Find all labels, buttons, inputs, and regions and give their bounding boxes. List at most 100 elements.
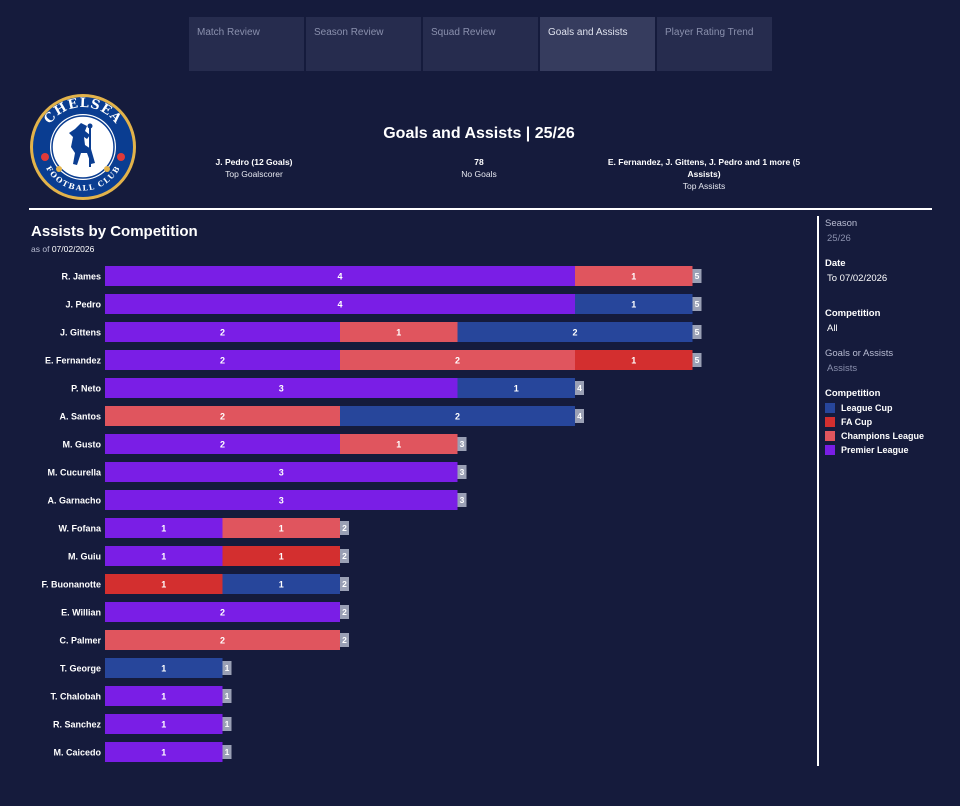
player-label: F. Buonanotte <box>42 580 102 590</box>
date-filter-value[interactable]: To 07/02/2026 <box>827 273 888 284</box>
segment-value-label: 1 <box>279 524 284 534</box>
bar-row-m-cucurella: M. Cucurella 3 3 <box>47 462 467 482</box>
legend-item-champions-league[interactable]: Champions League <box>825 431 950 441</box>
chelsea-crest-logo: CHELSEA FOOTBALL CLUB <box>30 94 136 200</box>
goals-or-assists-value[interactable]: Assists <box>827 363 858 374</box>
segment-value-label: 2 <box>220 356 225 366</box>
bar-segment-premier-league <box>105 266 575 286</box>
bar-segment-premier-league <box>105 490 458 510</box>
player-label: R. Sanchez <box>53 720 102 730</box>
player-label: M. Caicedo <box>53 748 101 758</box>
legend-item-fa-cup[interactable]: FA Cup <box>825 417 950 427</box>
goals-or-assists-filter[interactable]: Goals or Assists Assists <box>825 348 950 374</box>
total-badge <box>222 661 232 675</box>
tab-goals-and-assists[interactable]: Goals and Assists <box>540 17 655 71</box>
bar-segment-premier-league <box>105 602 340 622</box>
kpi-top-goalscorer: J. Pedro (12 Goals) Top Goalscorer <box>200 156 308 180</box>
bar-segment-league-cup <box>105 658 223 678</box>
bar-segment-premier-league <box>105 434 340 454</box>
bar-row-m-caicedo: M. Caicedo 1 1 <box>53 742 232 762</box>
player-label: E. Willian <box>61 608 101 618</box>
kpi-label: Top Assists <box>682 181 726 191</box>
bar-segment-champions-league <box>575 266 693 286</box>
bar-segment-champions-league <box>340 434 458 454</box>
segment-value-label: 4 <box>337 272 342 282</box>
as-of-value: 07/02/2026 <box>51 244 95 254</box>
bar-segment-league-cup <box>222 574 340 594</box>
bar-row-m-guiu: M. Guiu 1 1 2 <box>68 546 349 566</box>
total-badge <box>340 633 349 647</box>
kpi-value: J. Pedro (12 Goals) <box>215 157 293 167</box>
segment-value-label: 1 <box>279 552 284 562</box>
kpi-label: No Goals <box>461 169 497 179</box>
segment-value-label: 1 <box>161 748 166 758</box>
page-title: Goals and Assists | 25/26 <box>383 125 575 142</box>
segment-value-label: 2 <box>220 412 225 422</box>
legend-label: Champions League <box>841 431 925 441</box>
total-value-label: 1 <box>225 691 230 701</box>
as-of-date: as of 07/02/2026 <box>31 244 94 254</box>
season-filter-value[interactable]: 25/26 <box>827 233 851 244</box>
kpi-value: E. Fernandez, J. Gittens, J. Pedro and 1… <box>607 157 801 179</box>
kpi-value: 78 <box>474 157 484 167</box>
total-badge <box>222 689 232 703</box>
legend-swatch <box>825 403 835 413</box>
total-badge <box>222 717 232 731</box>
player-label: M. Cucurella <box>47 468 102 478</box>
season-filter[interactable]: Season 25/26 <box>825 218 950 244</box>
bar-row-j-gittens: J. Gittens 2 1 2 5 <box>60 322 702 342</box>
assists-bar-chart: R. James 4 1 5J. Pedro 4 1 5J. Gittens 2 1 2 5E. F… <box>42 266 702 762</box>
bar-segment-premier-league <box>105 546 223 566</box>
tab-player-rating-trend[interactable]: Player Rating Trend <box>657 17 772 71</box>
bar-row-e-willian: E. Willian 2 2 <box>61 602 349 622</box>
tab-squad-review[interactable]: Squad Review <box>423 17 538 71</box>
segment-value-label: 2 <box>455 412 460 422</box>
tab-match-review[interactable]: Match Review <box>189 17 304 71</box>
date-filter[interactable]: Date To 07/02/2026 <box>825 258 950 284</box>
bar-row-c-palmer: C. Palmer 2 2 <box>59 630 349 650</box>
total-value-label: 5 <box>695 355 700 365</box>
sidebar-divider <box>817 216 819 766</box>
competition-filter-title: Competition <box>825 308 881 319</box>
bar-segment-premier-league <box>105 322 340 342</box>
competition-legend: Competition League Cup FA Cup Champions … <box>825 388 950 455</box>
as-of-prefix: as of <box>31 244 50 254</box>
total-value-label: 3 <box>460 467 465 477</box>
total-value-label: 5 <box>695 299 700 309</box>
competition-filter[interactable]: Competition All <box>825 308 950 334</box>
legend-item-premier-league[interactable]: Premier League <box>825 445 950 455</box>
bar-segment-champions-league <box>340 350 575 370</box>
bar-segment-premier-league <box>105 686 223 706</box>
legend-label: Premier League <box>841 445 909 455</box>
segment-value-label: 2 <box>220 636 225 646</box>
season-filter-title: Season <box>825 218 858 229</box>
total-badge <box>692 269 702 283</box>
total-value-label: 2 <box>342 523 347 533</box>
nav-tabs: Match Review Season Review Squad Review … <box>189 17 772 71</box>
kpi-no-goals: 78 No Goals <box>440 156 518 180</box>
competition-filter-value[interactable]: All <box>827 323 838 334</box>
kpi-label: Top Goalscorer <box>225 169 283 179</box>
segment-value-label: 1 <box>161 552 166 562</box>
segment-value-label: 2 <box>455 356 460 366</box>
segment-value-label: 1 <box>279 580 284 590</box>
total-value-label: 4 <box>577 411 582 421</box>
bar-segment-league-cup <box>340 406 575 426</box>
segment-value-label: 3 <box>279 496 284 506</box>
bar-segment-champions-league <box>340 322 458 342</box>
player-label: R. James <box>61 272 101 282</box>
tab-season-review[interactable]: Season Review <box>306 17 421 71</box>
player-label: J. Pedro <box>65 300 101 310</box>
legend-item-league-cup[interactable]: League Cup <box>825 403 950 413</box>
total-value-label: 1 <box>225 747 230 757</box>
total-value-label: 5 <box>695 271 700 281</box>
bar-segment-league-cup <box>457 378 575 398</box>
bar-row-w-fofana: W. Fofana 1 1 2 <box>59 518 349 538</box>
legend-swatch <box>825 431 835 441</box>
legend-swatch <box>825 445 835 455</box>
bar-row-a-santos: A. Santos 2 2 4 <box>59 406 584 426</box>
segment-value-label: 1 <box>161 692 166 702</box>
total-badge <box>340 549 349 563</box>
bar-row-t-chalobah: T. Chalobah 1 1 <box>50 686 232 706</box>
player-label: T. George <box>60 664 101 674</box>
